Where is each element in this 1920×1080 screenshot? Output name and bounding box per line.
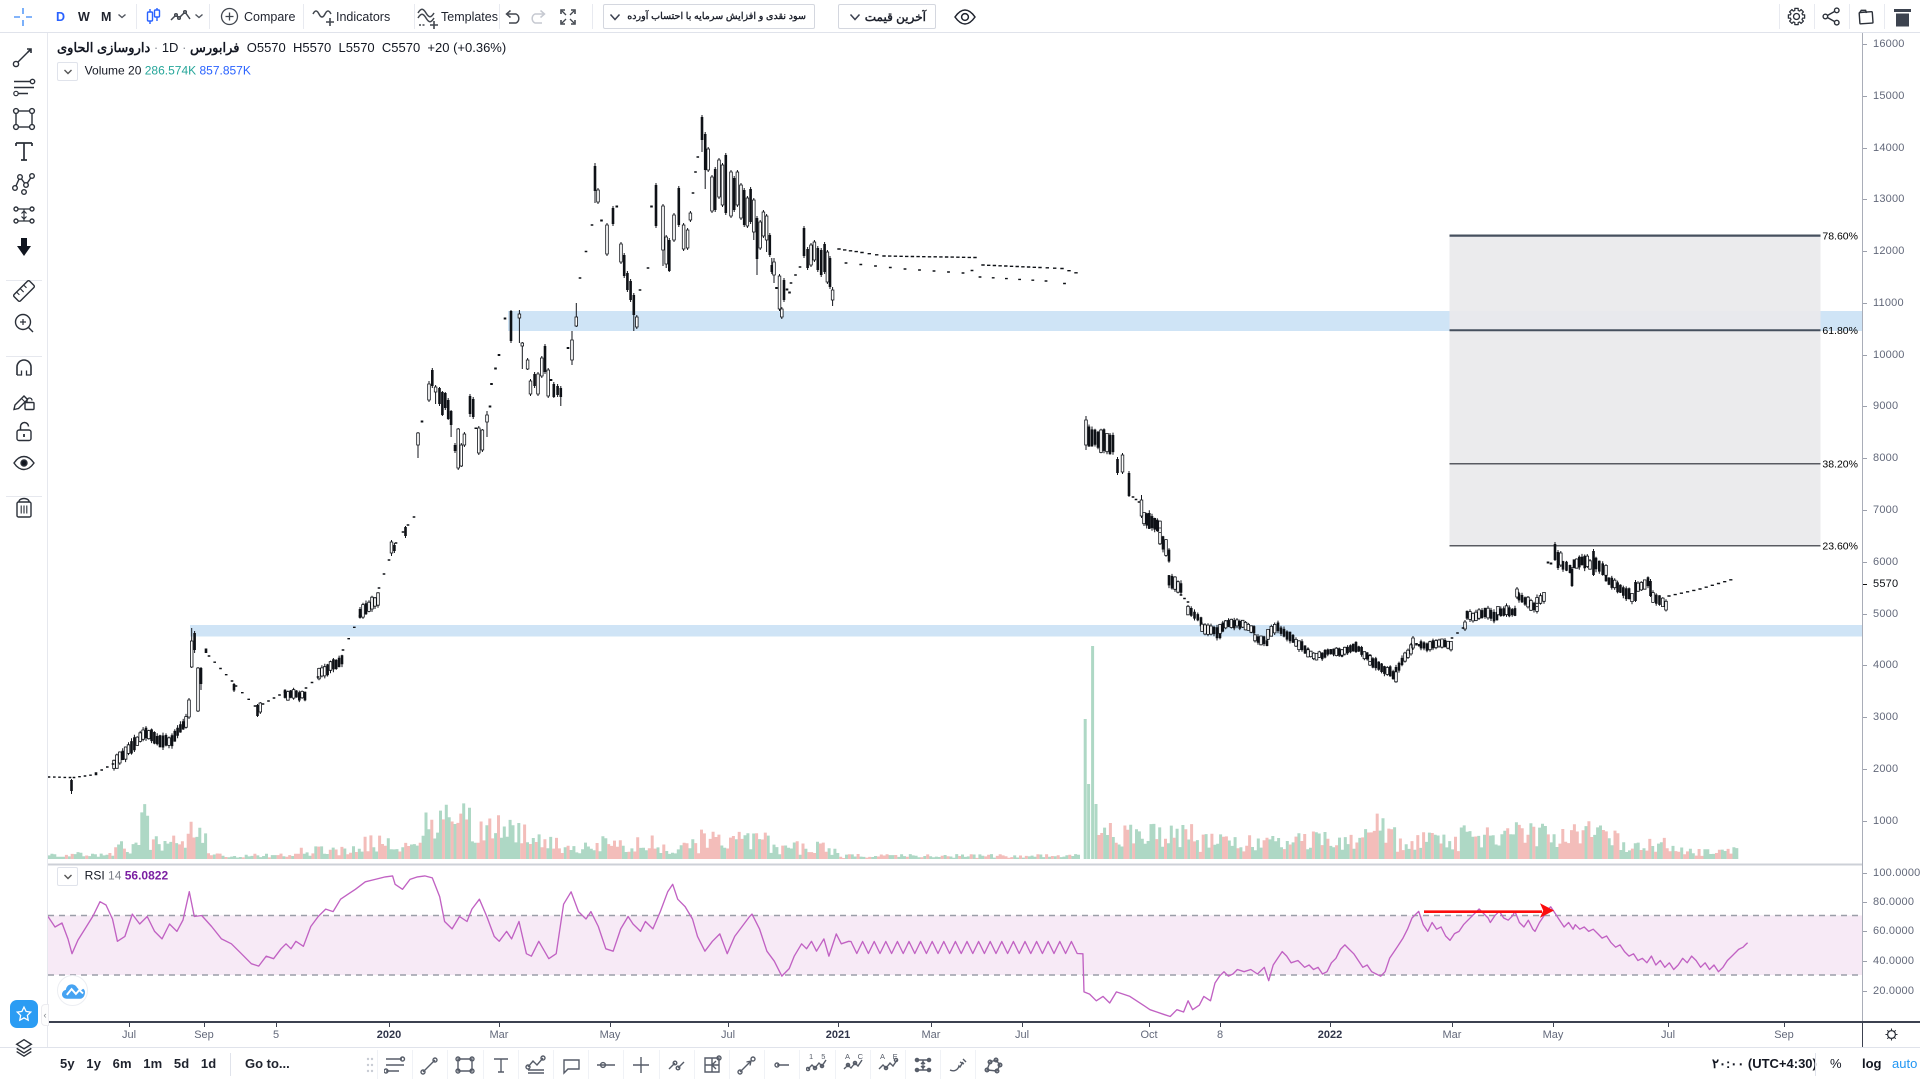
svg-text:23.60%: 23.60% [1822,541,1858,553]
svg-text:38.20%: 38.20% [1822,459,1858,471]
svg-text:78.60%: 78.60% [1822,231,1858,243]
svg-text:61.80%: 61.80% [1822,325,1858,337]
